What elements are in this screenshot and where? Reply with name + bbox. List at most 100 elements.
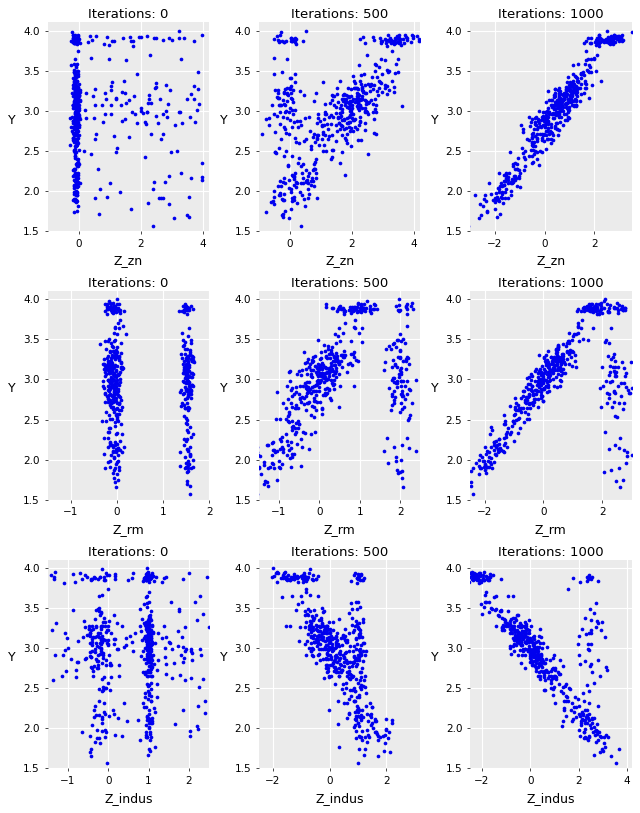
- Point: [273, 91, 284, 104]
- Point: [92, 732, 102, 745]
- Point: [179, 376, 189, 389]
- Point: [113, 441, 123, 454]
- Point: [383, 66, 394, 79]
- Point: [298, 576, 308, 589]
- Point: [69, 33, 79, 46]
- Point: [582, 716, 593, 729]
- Point: [260, 474, 270, 487]
- Point: [110, 435, 120, 448]
- Point: [529, 655, 540, 668]
- Point: [550, 343, 561, 356]
- Point: [538, 683, 548, 696]
- Point: [127, 636, 137, 649]
- Point: [318, 389, 328, 402]
- Point: [276, 440, 287, 453]
- Point: [540, 666, 550, 679]
- Point: [109, 374, 120, 387]
- Point: [164, 198, 174, 211]
- Point: [176, 648, 186, 661]
- Point: [552, 116, 562, 129]
- Point: [559, 92, 569, 105]
- Point: [70, 86, 81, 99]
- Point: [330, 677, 340, 690]
- Point: [567, 76, 577, 89]
- Point: [557, 104, 568, 117]
- Point: [139, 572, 149, 585]
- Point: [115, 365, 125, 378]
- Point: [98, 374, 108, 387]
- Point: [367, 716, 378, 729]
- Point: [479, 193, 490, 206]
- Point: [289, 170, 300, 183]
- Point: [295, 186, 305, 199]
- Point: [526, 115, 536, 128]
- Point: [594, 304, 604, 317]
- Point: [87, 636, 97, 649]
- Point: [70, 116, 81, 129]
- Point: [317, 627, 328, 640]
- Point: [520, 627, 531, 640]
- Point: [319, 372, 329, 385]
- Point: [460, 567, 470, 580]
- Point: [549, 90, 559, 103]
- Point: [97, 710, 107, 723]
- Point: [328, 359, 339, 372]
- Point: [516, 636, 526, 649]
- Point: [275, 462, 285, 475]
- Point: [539, 381, 549, 394]
- Point: [298, 568, 308, 581]
- Point: [549, 350, 559, 363]
- Point: [346, 99, 356, 112]
- Point: [287, 107, 298, 120]
- Point: [523, 642, 533, 655]
- Point: [394, 32, 404, 45]
- Point: [392, 361, 402, 374]
- Point: [297, 572, 307, 585]
- Point: [164, 170, 174, 183]
- Point: [88, 622, 99, 635]
- Point: [537, 133, 547, 146]
- Point: [182, 418, 192, 431]
- Point: [110, 388, 120, 401]
- Point: [51, 616, 61, 629]
- Point: [276, 431, 287, 444]
- X-axis label: Z_zn: Z_zn: [536, 254, 565, 267]
- Point: [556, 720, 566, 733]
- Point: [395, 363, 405, 376]
- Point: [483, 573, 493, 586]
- Point: [467, 566, 477, 579]
- Point: [527, 648, 538, 661]
- Point: [568, 701, 579, 714]
- Point: [321, 626, 331, 639]
- Point: [358, 748, 369, 761]
- Point: [520, 620, 531, 633]
- Point: [316, 629, 326, 642]
- Point: [591, 64, 601, 77]
- Point: [321, 350, 331, 363]
- Point: [285, 72, 295, 85]
- Point: [99, 646, 109, 659]
- Point: [349, 568, 359, 581]
- Point: [509, 408, 519, 421]
- Point: [584, 627, 595, 640]
- Point: [353, 354, 363, 367]
- Point: [244, 186, 255, 199]
- Point: [605, 299, 615, 312]
- Point: [554, 82, 564, 95]
- Point: [568, 84, 579, 97]
- Point: [69, 33, 79, 46]
- Point: [536, 664, 546, 677]
- Point: [335, 157, 346, 170]
- Point: [616, 389, 627, 402]
- Point: [321, 350, 331, 363]
- Title: Iterations: 0: Iterations: 0: [88, 546, 168, 559]
- Point: [318, 126, 328, 139]
- Point: [359, 298, 369, 311]
- Point: [99, 358, 109, 371]
- Point: [480, 189, 490, 202]
- Point: [573, 321, 583, 334]
- Point: [499, 175, 509, 188]
- Point: [508, 620, 518, 633]
- Point: [65, 111, 76, 124]
- Point: [109, 405, 119, 418]
